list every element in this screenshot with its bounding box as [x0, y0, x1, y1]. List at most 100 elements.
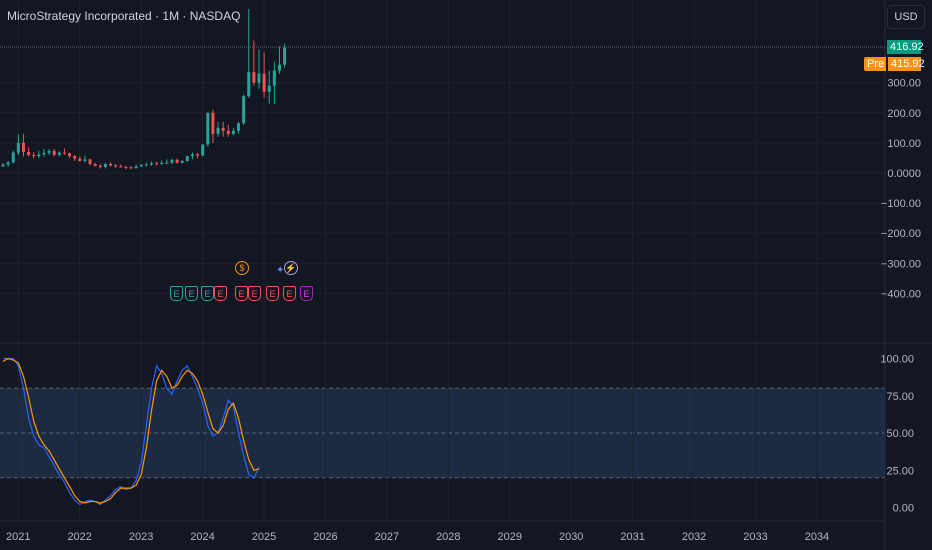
- candle-body: [144, 164, 148, 166]
- candle-body: [1, 164, 5, 167]
- candle-body: [98, 165, 102, 167]
- candle-body: [47, 151, 51, 153]
- candle-body: [124, 166, 128, 168]
- earnings-event-icon[interactable]: E: [300, 286, 313, 301]
- time-axis-label: 2022: [67, 531, 91, 543]
- candle-body: [170, 159, 174, 163]
- time-axis-label: 2029: [498, 531, 522, 543]
- candle-body: [201, 144, 205, 156]
- candle-body: [257, 73, 261, 83]
- dividend-event-icon[interactable]: $: [235, 261, 249, 275]
- oscillator-axis-label: 25.00: [886, 465, 914, 477]
- time-axis-label: 2027: [375, 531, 399, 543]
- time-axis-label: 2034: [805, 531, 829, 543]
- candle-body: [277, 64, 281, 71]
- price-axis-label: −400.00: [881, 288, 921, 300]
- candle-body: [185, 156, 189, 161]
- price-axis-label: 0.0000: [887, 168, 921, 180]
- pre-market-label: Pre: [864, 57, 886, 71]
- time-axis-label: 2023: [129, 531, 153, 543]
- earnings-event-icon[interactable]: E: [248, 286, 261, 301]
- candle-body: [226, 130, 230, 134]
- time-axis: 2021 2022 2023 2024 2025 2026 2027 2028 2029 2030…: [6, 531, 829, 543]
- candle-body: [190, 154, 194, 157]
- time-axis-label: 2032: [682, 531, 706, 543]
- time-axis-label: 2025: [252, 531, 276, 543]
- candle-body: [252, 72, 256, 83]
- oscillator-axis-label: 75.00: [886, 391, 914, 403]
- symbol-title[interactable]: MicroStrategy Incorporated · 1M · NASDAQ: [7, 9, 241, 23]
- pre-market-price-tag: 415.92: [888, 57, 925, 71]
- candle-body: [139, 165, 143, 167]
- candle-body: [247, 72, 251, 97]
- earnings-event-icon[interactable]: E: [185, 286, 198, 301]
- price-axis-label: 300.00: [887, 78, 921, 90]
- time-axis-label: 2026: [313, 531, 337, 543]
- oscillator-line-d: [2, 357, 260, 504]
- candle-body: [216, 127, 220, 134]
- grid: [0, 0, 885, 521]
- candle-body: [16, 142, 20, 153]
- candle-body: [237, 123, 241, 131]
- candle-body: [83, 159, 87, 161]
- sparkle-icon: ✦: [276, 265, 285, 276]
- price-axis-label: −100.00: [881, 198, 921, 210]
- candle-body: [283, 47, 287, 65]
- price-axis: 300.00 200.00 100.00 0.0000 −100.00 −200.00 −3…: [881, 78, 921, 301]
- price-axis-label: 100.00: [887, 138, 921, 150]
- price-axis-label: 200.00: [887, 108, 921, 120]
- price-axis-label: −200.00: [881, 228, 921, 240]
- earnings-event-icon[interactable]: E: [235, 286, 248, 301]
- last-price-tag: 416.92: [887, 40, 924, 54]
- candle-body: [180, 160, 184, 163]
- candle-body: [134, 166, 138, 169]
- candle-body: [73, 156, 77, 159]
- earnings-event-icon[interactable]: E: [214, 286, 227, 301]
- oscillator-axis-label: 100.00: [880, 354, 914, 366]
- candle-body: [114, 165, 118, 167]
- candle-body: [93, 163, 97, 166]
- oscillator-axis: 100.00 75.00 50.00 25.00 0.00: [880, 354, 914, 515]
- candle-body: [231, 130, 235, 134]
- price-axis-label: −300.00: [881, 258, 921, 270]
- candle-body: [242, 96, 246, 124]
- candle-body: [262, 73, 266, 92]
- candle-body: [175, 159, 179, 163]
- candle-body: [6, 162, 10, 165]
- candle-body: [129, 167, 133, 169]
- candle-body: [11, 152, 15, 163]
- oscillator: [2, 357, 260, 506]
- candle-body: [196, 154, 200, 156]
- candle-body: [27, 151, 31, 155]
- time-axis-label: 2021: [6, 531, 30, 543]
- time-axis-label: 2033: [743, 531, 767, 543]
- candle-body: [206, 112, 210, 145]
- candle-body: [57, 152, 61, 155]
- earnings-event-icon[interactable]: E: [201, 286, 214, 301]
- candle-body: [119, 166, 123, 168]
- earnings-event-icon[interactable]: E: [283, 286, 296, 301]
- candle-body: [62, 152, 66, 154]
- candle-body: [68, 153, 72, 157]
- candle-body: [78, 158, 82, 161]
- time-axis-label: 2031: [620, 531, 644, 543]
- candle-body: [149, 163, 153, 165]
- earnings-event-icon[interactable]: E: [170, 286, 183, 301]
- currency-button[interactable]: USD: [887, 5, 925, 29]
- candle-body: [37, 154, 41, 157]
- candle-body: [42, 152, 46, 155]
- candle-body: [32, 154, 36, 157]
- candle-body: [160, 163, 164, 165]
- candle-body: [155, 163, 159, 165]
- time-axis-label: 2024: [190, 531, 214, 543]
- oscillator-axis-label: 50.00: [886, 428, 914, 440]
- candle-body: [272, 70, 276, 86]
- candle-body: [103, 163, 107, 167]
- candle-body: [211, 112, 215, 134]
- time-axis-label: 2030: [559, 531, 583, 543]
- earnings-event-icon[interactable]: E: [266, 286, 279, 301]
- time-axis-label: 2028: [436, 531, 460, 543]
- split-event-icon[interactable]: ⚡: [284, 261, 298, 275]
- candle-body: [21, 142, 25, 152]
